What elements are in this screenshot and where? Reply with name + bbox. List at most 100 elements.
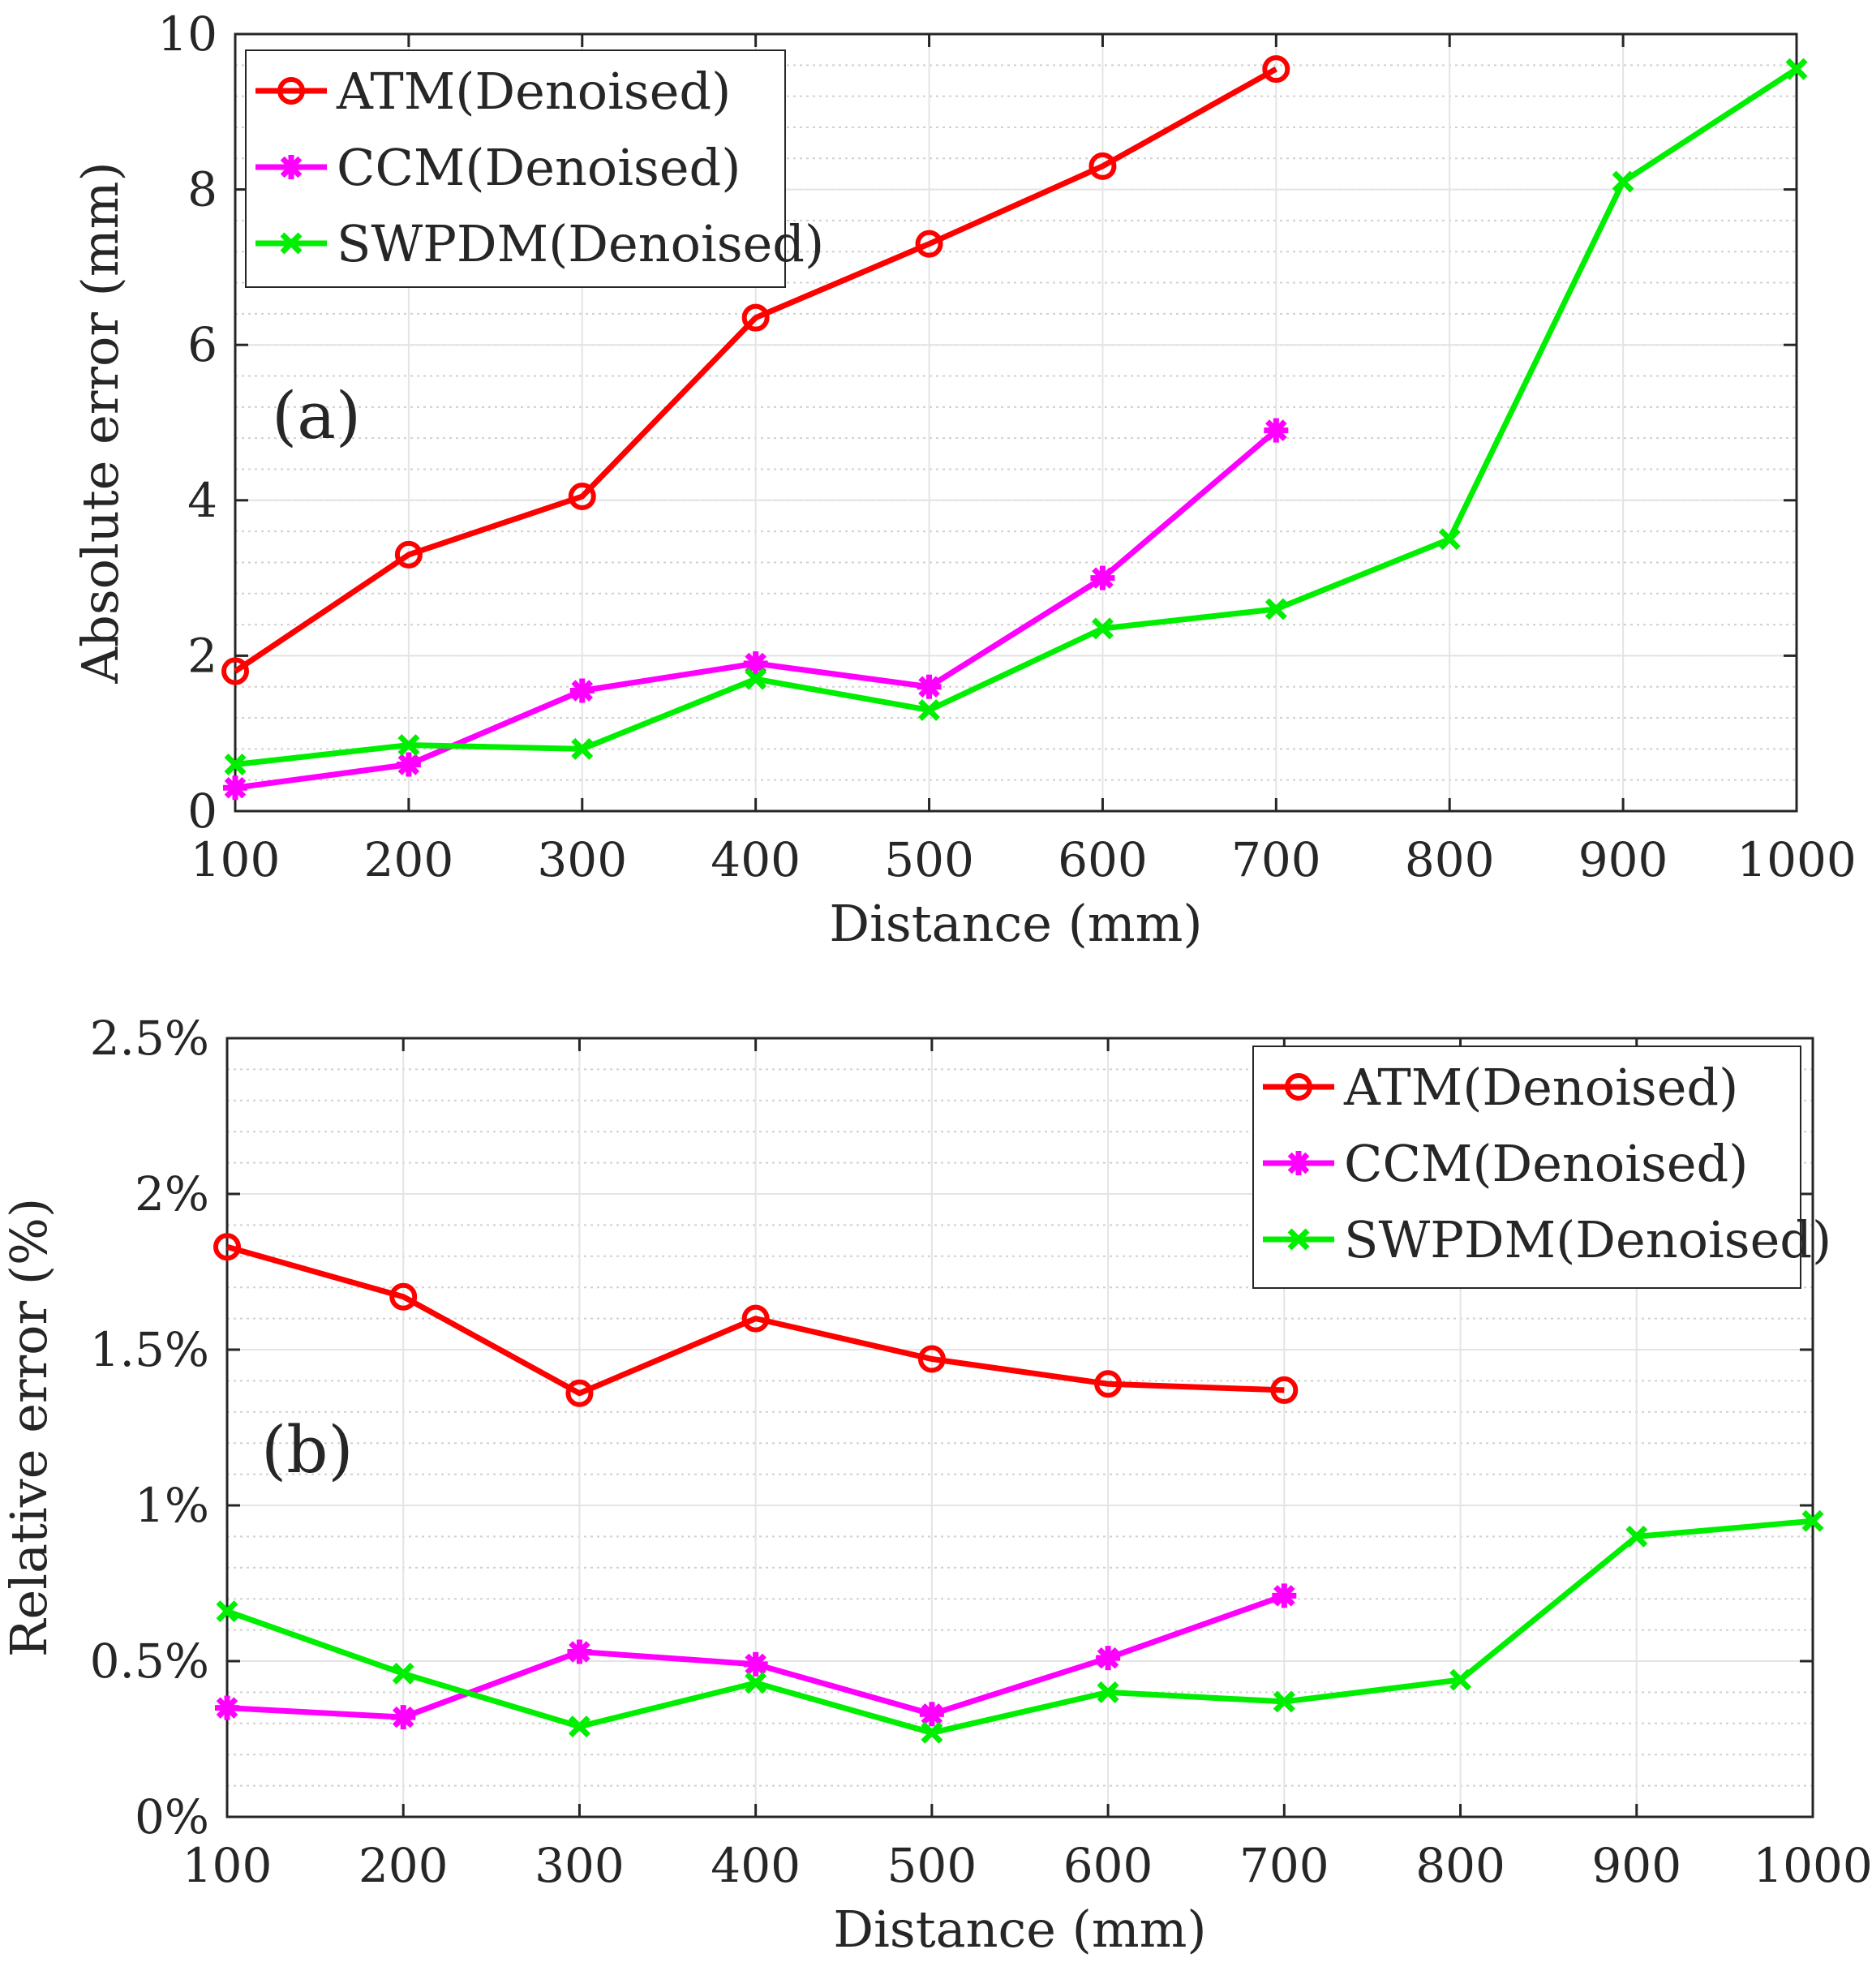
legend-label: SWPDM(Denoised)	[337, 214, 824, 273]
legend-label: CCM(Denoised)	[337, 138, 741, 197]
y-tick-label: 8	[187, 162, 217, 217]
x-tick-label: 300	[537, 832, 627, 887]
data-point	[919, 1702, 944, 1727]
data-point	[1438, 528, 1461, 551]
marker-stroke	[216, 1697, 238, 1719]
legend-box	[245, 49, 786, 288]
legend-swatch-marker	[1287, 1228, 1310, 1251]
x-tick-label: 100	[182, 1838, 273, 1893]
series-swpdm	[216, 1509, 1824, 1744]
marker-stroke	[1265, 419, 1287, 441]
data-point	[1097, 1681, 1119, 1703]
x-axis-label: Distance (mm)	[833, 1900, 1206, 1959]
marker-stroke	[397, 734, 420, 757]
x-tick-label: 800	[1405, 832, 1495, 887]
data-point	[1272, 1583, 1297, 1608]
marker-stroke	[1801, 1509, 1824, 1532]
chart-panel-b: 100 200 300 400 500 600 700 800 900 1000 0% 0.5% 1% 1…	[0, 1011, 1872, 1959]
marker-stroke	[571, 680, 594, 702]
data-point	[221, 657, 249, 685]
legend-label: SWPDM(Denoised)	[1344, 1210, 1831, 1269]
data-point	[215, 1695, 239, 1720]
x-tick-label: 300	[535, 1838, 625, 1893]
marker-stroke	[280, 156, 303, 178]
data-point	[921, 1721, 943, 1744]
marker-stroke	[921, 1721, 943, 1744]
plot-frame	[225, 1037, 1814, 1818]
data-point	[1091, 617, 1114, 640]
legend-item: ATM(Denoised)	[255, 62, 731, 121]
marker-stroke	[1273, 1690, 1295, 1713]
legend-label: ATM(Denoised)	[336, 62, 731, 121]
data-point	[743, 1651, 768, 1677]
marker-stroke	[1612, 170, 1634, 193]
marker-stroke	[1097, 1681, 1119, 1703]
series-swpdm	[224, 58, 1808, 775]
data-point	[571, 737, 594, 760]
data-point	[1088, 152, 1117, 180]
marker-stroke	[745, 1653, 766, 1676]
x-tick-label: 200	[364, 832, 454, 887]
data-point	[1264, 418, 1289, 443]
data-point	[1262, 55, 1290, 84]
marker-stroke	[1091, 617, 1114, 640]
data-point	[741, 1304, 770, 1333]
x-tick-label: 1000	[1737, 832, 1857, 887]
data-point	[224, 754, 247, 775]
marker-stroke	[568, 1715, 590, 1738]
y-tick-label: 2	[187, 628, 217, 683]
data-point	[223, 775, 247, 801]
marker-stroke	[224, 776, 247, 799]
legend-item: ATM(Denoised)	[1263, 1058, 1738, 1117]
x-tick-label: 700	[1239, 1838, 1329, 1893]
marker-stroke	[1273, 1585, 1295, 1607]
panel-label: (a)	[272, 378, 361, 453]
panel-label: (b)	[261, 1412, 354, 1488]
legend: ATM(Denoised) CCM(Denoised) SWPDM(Denoised…	[1252, 1046, 1831, 1289]
x-tick-label: 400	[711, 832, 801, 887]
marker-stroke	[224, 754, 247, 775]
chart-panel-a: 100 200 300 400 500 600 700 800 900 1000 0 2 4 6 8 10 Di…	[71, 6, 1857, 953]
data-point	[569, 678, 595, 703]
data-point	[1094, 1370, 1123, 1398]
x-tick-label: 600	[1063, 1838, 1153, 1893]
data-point	[394, 540, 423, 569]
x-tick-label: 200	[359, 1838, 449, 1893]
y-tick-label: 0.5%	[90, 1634, 209, 1689]
legend: ATM(Denoised) CCM(Denoised) SWPDM(Denoised…	[245, 49, 824, 288]
data-point	[1270, 1376, 1299, 1404]
marker-stroke	[571, 737, 594, 760]
legend-swatch-marker	[279, 155, 303, 179]
marker-stroke	[1264, 598, 1287, 620]
data-point	[741, 303, 770, 332]
x-tick-label: 500	[884, 832, 974, 887]
x-tick-label: 500	[887, 1838, 977, 1893]
marker-stroke	[392, 1706, 414, 1728]
series-line	[234, 67, 1798, 767]
marker-stroke	[1625, 1525, 1648, 1548]
x-tick-label: 700	[1231, 832, 1321, 887]
data-point	[1273, 1690, 1295, 1713]
data-point	[1096, 1646, 1121, 1671]
data-point	[567, 1639, 592, 1664]
x-tick-label: 800	[1415, 1838, 1505, 1893]
series-ccm	[223, 418, 1289, 801]
data-point	[1625, 1525, 1648, 1548]
marker-stroke	[918, 676, 940, 698]
marker-stroke	[1287, 1152, 1310, 1174]
data-point	[392, 1662, 414, 1685]
y-tick-label: 4	[187, 473, 217, 528]
data-point	[568, 1715, 590, 1738]
x-tick-label: 900	[1578, 832, 1668, 887]
legend-item: SWPDM(Denoised)	[1263, 1210, 1831, 1269]
marker-stroke	[397, 754, 420, 775]
marker-stroke	[216, 1600, 238, 1623]
marker-stroke	[1438, 528, 1461, 551]
data-point	[1449, 1668, 1472, 1691]
data-point	[213, 1233, 241, 1261]
x-tick-label: 900	[1591, 1838, 1681, 1893]
y-tick-label: 2%	[135, 1166, 209, 1222]
data-point	[391, 1705, 416, 1730]
